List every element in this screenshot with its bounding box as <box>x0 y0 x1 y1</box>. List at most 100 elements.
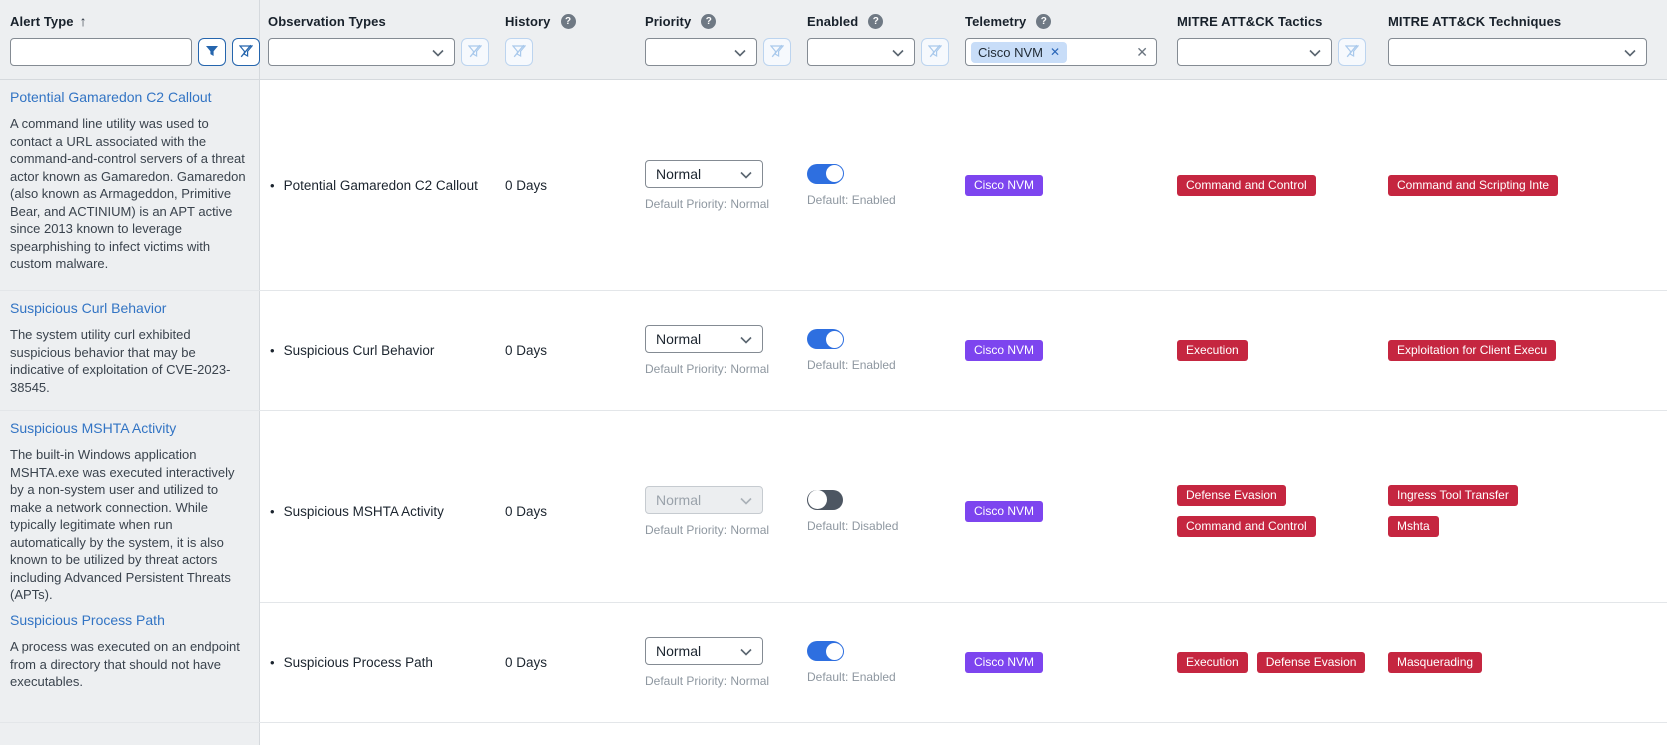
column-header-mitre-tactics: MITRE ATT&CK Tactics <box>1169 0 1380 79</box>
sort-ascending-icon: ↑ <box>79 13 87 29</box>
filter-clear-icon <box>511 44 527 61</box>
tactic-badge: Command and Control <box>1177 516 1316 538</box>
history-cell: 0 Days <box>497 504 637 519</box>
apply-filter-button[interactable] <box>198 38 226 66</box>
table-row: Suspicious Process Path A process was ex… <box>0 603 1667 723</box>
enabled-toggle[interactable] <box>807 489 843 510</box>
clear-all-icon[interactable]: ✕ <box>1136 43 1148 60</box>
telemetry-cell: Cisco NVM <box>957 500 1169 522</box>
priority-select[interactable]: Normal <box>645 325 763 353</box>
observation-type: Suspicious MSHTA Activity <box>283 503 444 519</box>
observation-types-cell: • Potential Gamaredon C2 Callout <box>260 177 497 194</box>
column-header-mitre-techniques: MITRE ATT&CK Techniques <box>1380 0 1667 79</box>
alert-type-link[interactable]: Suspicious Curl Behavior <box>10 300 167 316</box>
default-enabled-note: Default: Disabled <box>807 518 899 533</box>
history-cell: 0 Days <box>497 343 637 358</box>
priority-filter-select[interactable] <box>645 38 757 66</box>
history-cell: 0 Days <box>497 178 637 193</box>
clear-filter-button-disabled <box>1338 38 1366 66</box>
alert-description: The system utility curl exhibited suspic… <box>10 327 231 395</box>
bullet-icon: • <box>270 655 275 670</box>
alert-description: A process was executed on an endpoint fr… <box>10 639 240 689</box>
chevron-down-icon <box>892 44 904 60</box>
priority-cell: Normal Default Priority: Normal <box>637 325 799 376</box>
tactic-badge: Command and Control <box>1177 174 1316 196</box>
mitre-tactics-cell: Execution <box>1169 340 1380 361</box>
column-header-observation-types: Observation Types <box>260 0 497 79</box>
telemetry-badge: Cisco NVM <box>965 340 1044 361</box>
filter-clear-icon <box>467 44 483 61</box>
table-row: Suspicious Curl Behavior The system util… <box>0 291 1667 411</box>
bullet-icon: • <box>270 343 275 358</box>
alert-type-filter-input[interactable] <box>10 38 192 66</box>
row-filler <box>0 723 1667 745</box>
chip-remove-icon[interactable]: ✕ <box>1050 45 1061 59</box>
filter-clear-icon <box>238 44 254 61</box>
priority-help-icon[interactable]: ? <box>701 13 717 29</box>
alert-type-link[interactable]: Suspicious MSHTA Activity <box>10 420 177 436</box>
clear-filter-button-disabled <box>763 38 791 66</box>
mitre-tactics-cell: Command and Control <box>1169 174 1380 196</box>
column-header-history: History ? <box>497 0 637 79</box>
alert-type-cell: Suspicious Curl Behavior The system util… <box>0 291 260 410</box>
mitre-tactics-cell: Defense Evasion Command and Control <box>1169 485 1380 538</box>
priority-cell: Normal Default Priority: Normal <box>637 637 799 688</box>
enabled-filter-select[interactable] <box>807 38 915 66</box>
alert-type-link[interactable]: Suspicious Process Path <box>10 612 165 628</box>
history-value: 0 Days <box>505 343 548 358</box>
default-priority-note: Default Priority: Normal <box>645 362 770 376</box>
history-label: History <box>505 13 551 29</box>
toggle-knob <box>825 641 844 661</box>
enabled-cell: Default: Enabled <box>799 329 957 372</box>
history-value: 0 Days <box>505 177 548 193</box>
bullet-icon: • <box>270 503 275 519</box>
priority-select[interactable]: Normal <box>645 637 763 665</box>
table-row: Potential Gamaredon C2 Callout A command… <box>0 80 1667 291</box>
filter-clear-icon <box>769 44 785 61</box>
filter-clear-icon <box>927 44 943 61</box>
observation-types-filter-select[interactable] <box>268 38 455 66</box>
enabled-help-icon[interactable]: ? <box>868 13 884 29</box>
clear-filter-button[interactable] <box>232 38 260 66</box>
chevron-down-icon <box>1309 44 1321 60</box>
toggle-knob <box>807 490 827 510</box>
tactic-badge: Execution <box>1177 340 1248 361</box>
chip-label: Cisco NVM <box>978 44 1044 60</box>
observation-type: Potential Gamaredon C2 Callout <box>283 177 478 193</box>
table-row: Suspicious MSHTA Activity The built-in W… <box>0 411 1667 612</box>
telemetry-filter-box[interactable]: Cisco NVM ✕ ✕ <box>965 38 1157 66</box>
history-cell: 0 Days <box>497 655 637 670</box>
alert-type-label: Alert Type <box>10 13 74 29</box>
alert-type-cell: Suspicious Process Path A process was ex… <box>0 603 260 722</box>
mitre-techniques-filter-select[interactable] <box>1388 38 1647 66</box>
enabled-toggle[interactable] <box>807 641 844 661</box>
technique-badge: Exploitation for Client Execu <box>1388 340 1557 361</box>
telemetry-cell: Cisco NVM <box>957 340 1169 361</box>
enabled-cell: Default: Enabled <box>799 163 957 207</box>
alert-type-filter <box>10 38 260 66</box>
chevron-down-icon <box>734 44 746 60</box>
alert-description: A command line utility was used to conta… <box>10 116 246 271</box>
toggle-knob <box>825 164 844 183</box>
alert-type-sort-header[interactable]: Alert Type ↑ <box>10 10 251 32</box>
priority-select[interactable]: Normal <box>645 159 763 188</box>
technique-badge: Masquerading <box>1388 652 1483 673</box>
history-help-icon[interactable]: ? <box>560 13 576 29</box>
mitre-tactics-filter-select[interactable] <box>1177 38 1332 66</box>
alert-type-link[interactable]: Potential Gamaredon C2 Callout <box>10 89 212 105</box>
enabled-toggle[interactable] <box>807 329 844 349</box>
priority-label: Priority <box>645 13 692 29</box>
telemetry-badge: Cisco NVM <box>965 500 1044 522</box>
mitre-techniques-cell: Ingress Tool Transfer Mshta <box>1380 485 1667 538</box>
enabled-cell: Default: Enabled <box>799 641 957 684</box>
mitre-techniques-cell: Masquerading <box>1380 652 1667 673</box>
mitre-tactics-label: MITRE ATT&CK Tactics <box>1177 13 1323 29</box>
default-priority-note: Default Priority: Normal <box>645 196 770 211</box>
alert-type-cell-filler <box>0 723 260 745</box>
clear-filter-button-disabled <box>461 38 489 66</box>
telemetry-help-icon[interactable]: ? <box>1036 13 1052 29</box>
column-header-telemetry: Telemetry ? Cisco NVM ✕ ✕ <box>957 0 1169 79</box>
chevron-down-icon <box>432 44 444 60</box>
enabled-toggle[interactable] <box>807 163 844 184</box>
mitre-techniques-label: MITRE ATT&CK Techniques <box>1388 13 1562 29</box>
